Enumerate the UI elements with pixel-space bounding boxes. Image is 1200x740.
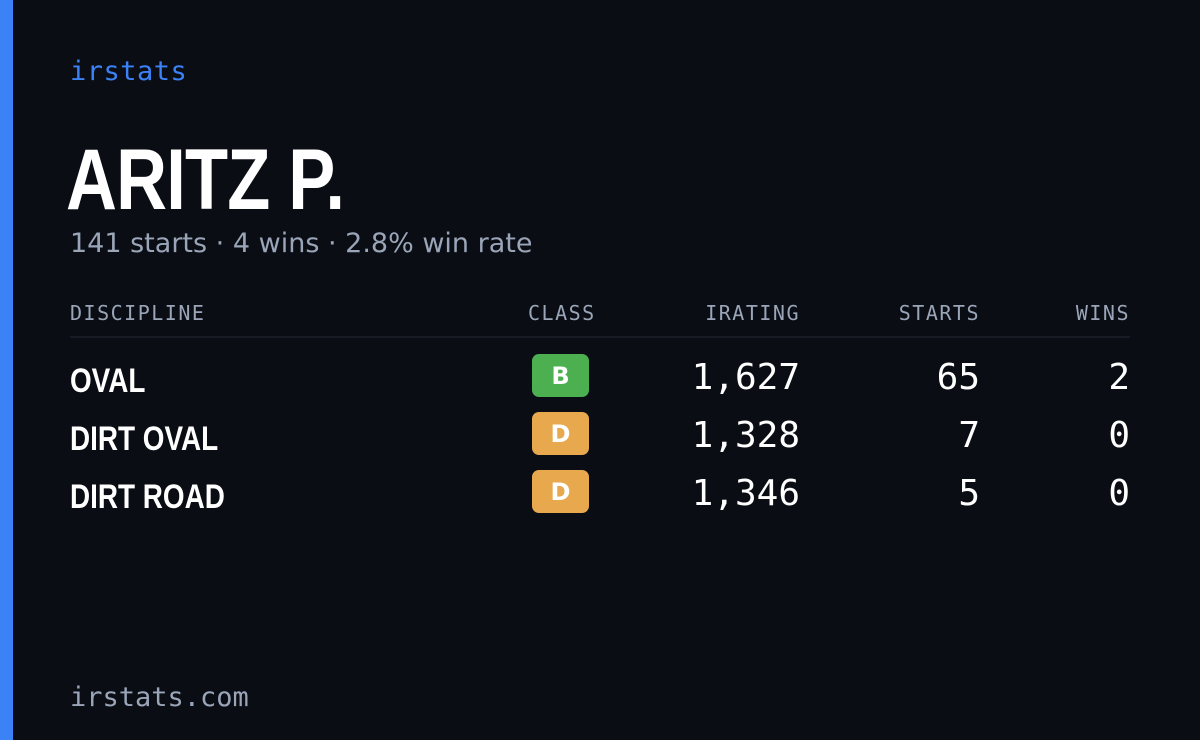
table-row: DIRT OVAL D 1,328 7 0 — [0, 412, 1200, 470]
class-badge: D — [532, 470, 589, 513]
header-starts: STARTS — [898, 301, 980, 325]
header-class: CLASS — [528, 301, 596, 325]
row-discipline: DIRT ROAD — [70, 478, 225, 516]
accent-bar — [0, 0, 13, 740]
header-discipline: DISCIPLINE — [70, 301, 206, 325]
class-badge: D — [532, 412, 589, 455]
table-row: DIRT ROAD D 1,346 5 0 — [0, 470, 1200, 528]
row-discipline: OVAL — [70, 362, 146, 400]
row-starts: 65 — [936, 357, 980, 398]
header-divider — [70, 336, 1130, 338]
summary-separator: · — [327, 228, 337, 259]
player-name: ARITZ P. — [66, 132, 345, 228]
header-wins: WINS — [1075, 301, 1130, 325]
row-irating: 1,627 — [691, 357, 800, 398]
row-wins: 0 — [1108, 415, 1130, 456]
player-summary: 141 starts · 4 wins · 2.8% win rate — [70, 228, 532, 259]
footer-url: irstats.com — [70, 682, 249, 713]
class-badge: B — [532, 354, 589, 397]
row-wins: 0 — [1108, 473, 1130, 514]
row-starts: 7 — [958, 415, 980, 456]
header-irating: IRATING — [705, 301, 800, 325]
row-discipline: DIRT OVAL — [70, 420, 219, 458]
table-row: OVAL B 1,627 65 2 — [0, 354, 1200, 412]
row-irating: 1,346 — [691, 473, 800, 514]
starts-count: 141 starts — [70, 228, 208, 259]
summary-separator: · — [215, 228, 225, 259]
row-irating: 1,328 — [691, 415, 800, 456]
wins-count: 4 wins — [232, 228, 320, 259]
row-wins: 2 — [1108, 357, 1130, 398]
row-starts: 5 — [958, 473, 980, 514]
win-rate: 2.8% win rate — [345, 228, 533, 259]
brand-logo-text: irstats — [70, 56, 188, 87]
